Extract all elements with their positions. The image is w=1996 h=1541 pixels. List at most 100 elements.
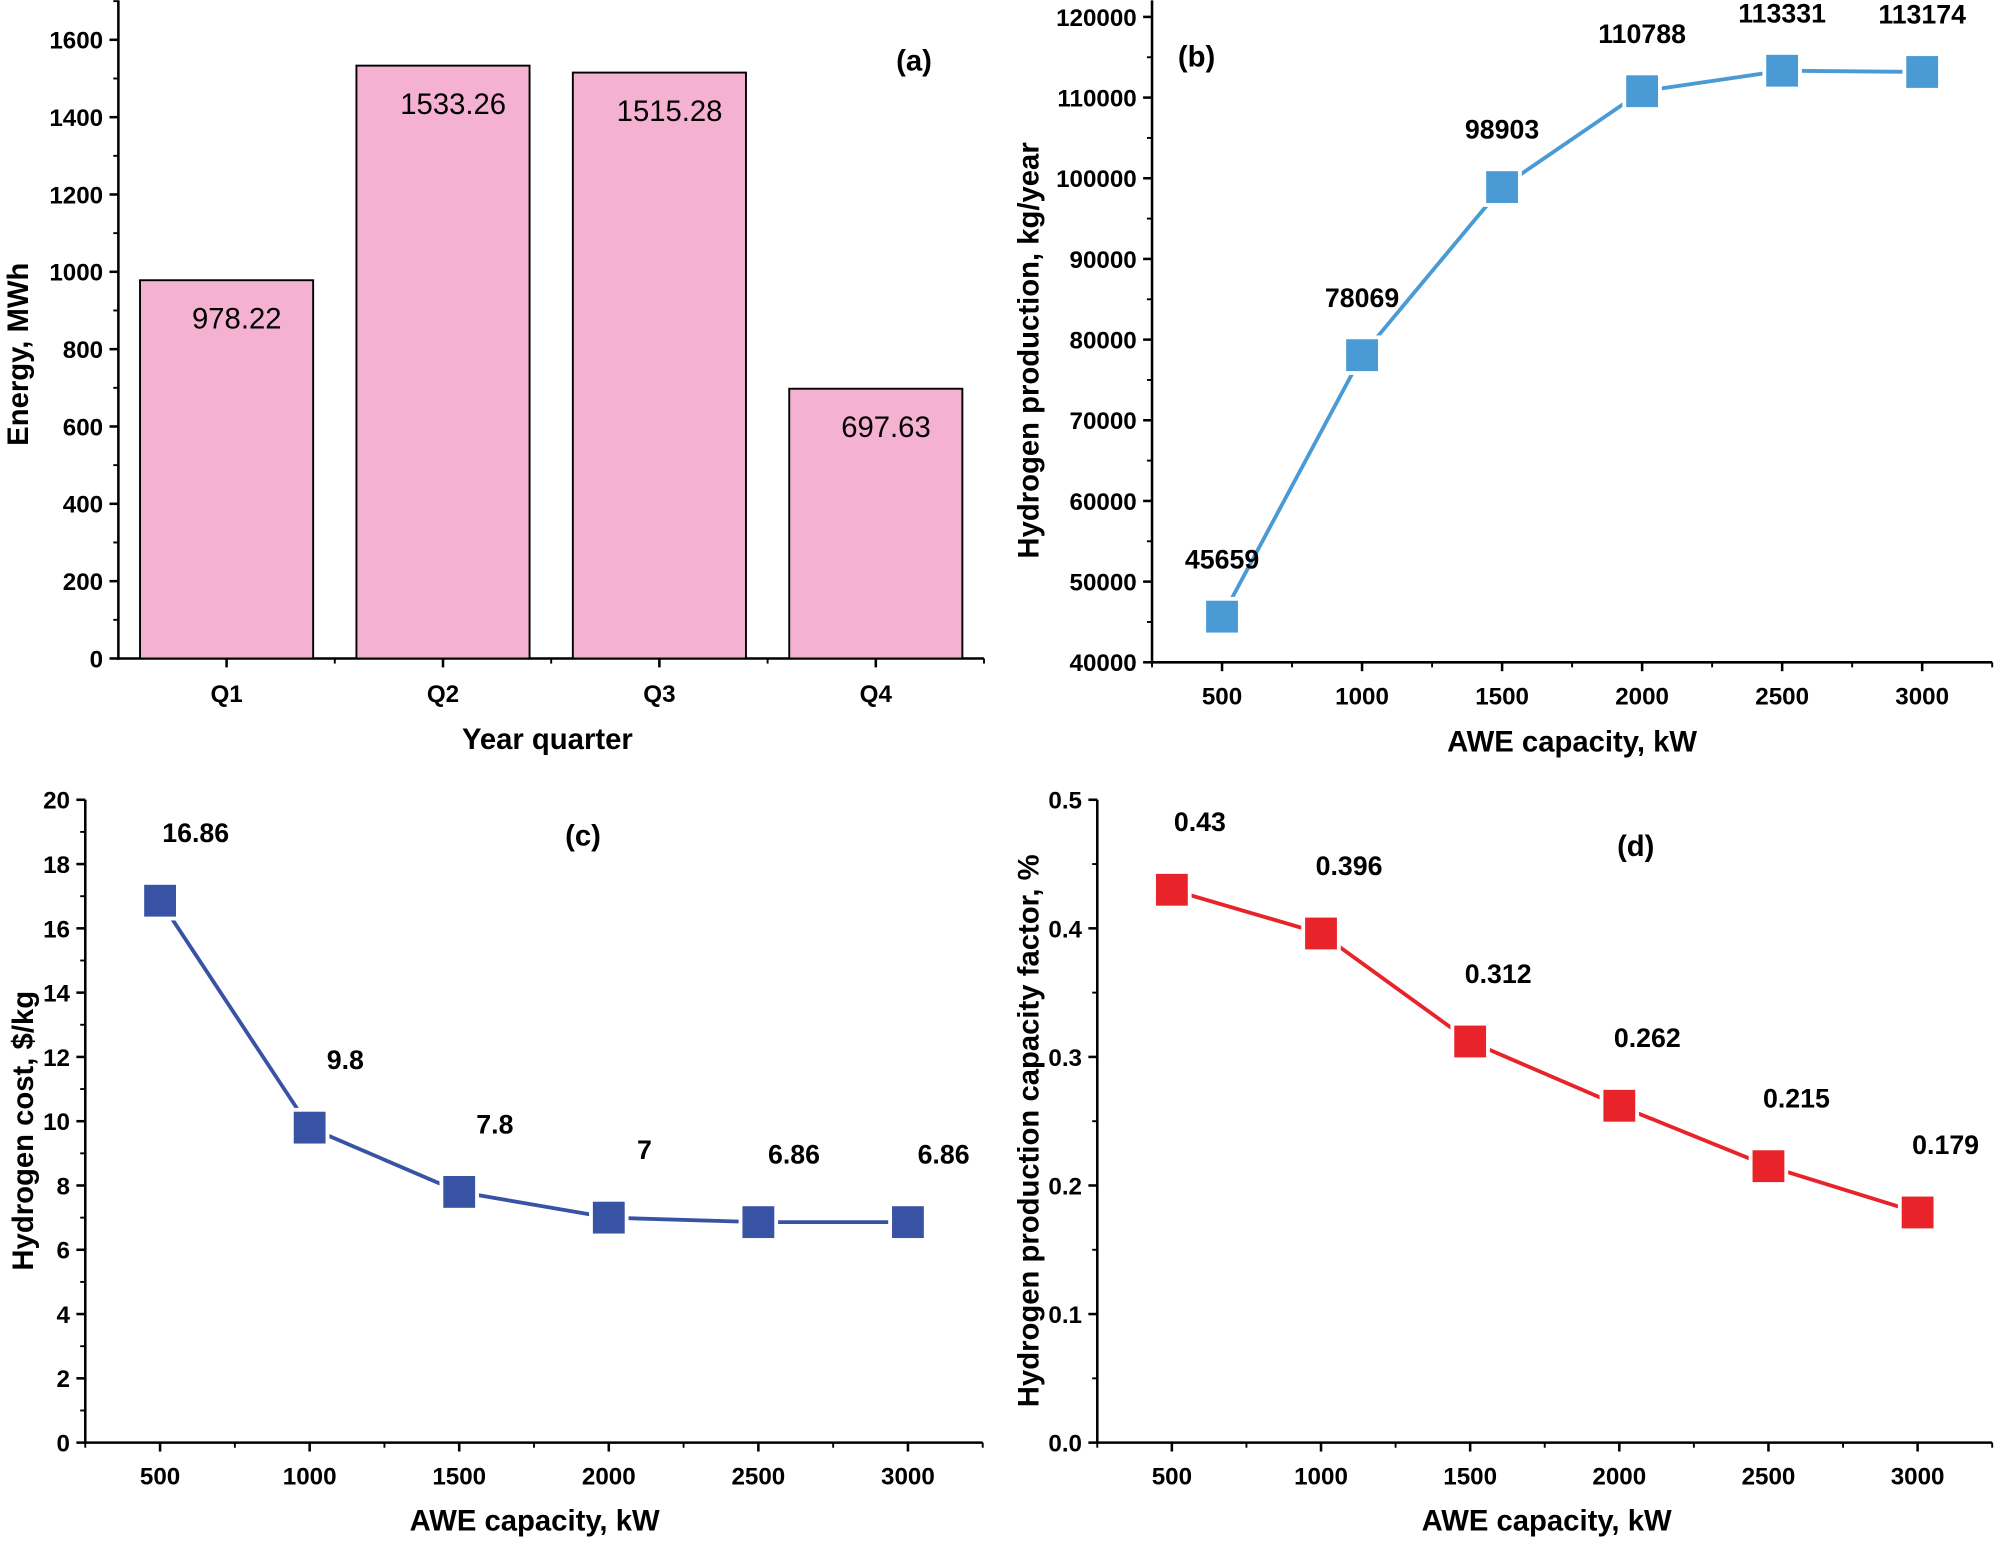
x-axis-label: Year quarter — [462, 724, 633, 756]
data-point — [1762, 50, 1802, 91]
y-tick-label: 70000 — [1070, 408, 1137, 435]
y-axis-label: Hydrogen cost, $/kg — [8, 991, 40, 1271]
data-point — [1748, 1146, 1789, 1186]
y-tick-label: 0.3 — [1048, 1045, 1082, 1072]
y-tick-label: 1600 — [49, 28, 103, 55]
data-label: 45659 — [1185, 544, 1259, 574]
y-axis-label: Energy, MWh — [3, 263, 35, 446]
data-point — [1450, 1021, 1490, 1062]
y-tick-label: 50000 — [1070, 570, 1137, 597]
y-tick-label: 1200 — [49, 182, 103, 209]
y-tick-label: 14 — [43, 981, 70, 1008]
bar-Q3 — [571, 71, 747, 660]
x-tick-label: 1000 — [283, 1464, 337, 1491]
panel-b: 40000 50000 60000 70000 80000 90000 100000 1100… — [1014, 0, 1994, 758]
panel-label: (a) — [896, 45, 932, 77]
bar-value-label: 978.22 — [192, 304, 282, 336]
y-axis-label: Hydrogen production, kg/year — [1014, 142, 1046, 558]
y-axis-label: Hydrogen production capacity factor, % — [1014, 854, 1046, 1407]
data-point — [1622, 71, 1662, 111]
data-point — [589, 1197, 629, 1238]
y-tick-label: 0.1 — [1048, 1302, 1082, 1329]
y-tick-label: 800 — [63, 337, 103, 364]
x-tick-label: 1000 — [1335, 683, 1389, 710]
y-tick-label: 400 — [63, 492, 103, 519]
y-tick-label: 100000 — [1056, 166, 1137, 193]
x-tick-label: 2000 — [1592, 1464, 1646, 1491]
y-tick-label: 200 — [63, 569, 103, 596]
data-point — [888, 1202, 928, 1242]
y-tick-label: 8 — [57, 1173, 70, 1200]
bar-Q4 — [788, 387, 964, 660]
x-tick-label: 2500 — [1755, 683, 1809, 710]
data-label: 98903 — [1465, 115, 1539, 145]
y-tick-label: 0.0 — [1048, 1431, 1082, 1458]
y-tick-label: 2 — [57, 1366, 70, 1393]
x-tick-label: 500 — [140, 1464, 180, 1491]
y-tick-label: 12 — [43, 1045, 70, 1072]
data-label: 7.8 — [476, 1109, 513, 1139]
x-tick-label: 1500 — [432, 1464, 486, 1491]
y-tick-label: 0 — [57, 1431, 70, 1458]
y-tick-label: 0 — [90, 646, 103, 673]
y-tick-label: 16 — [43, 916, 70, 943]
data-point — [738, 1202, 779, 1242]
y-tick-label: 0.2 — [1048, 1173, 1082, 1200]
x-tick-label: Q2 — [427, 681, 459, 708]
data-point — [1482, 167, 1522, 207]
y-tick-label: 4 — [57, 1302, 71, 1329]
bar-value-label: 1515.28 — [617, 96, 723, 128]
x-tick-label: Q1 — [210, 681, 242, 708]
x-axis-label: AWE capacity, kW — [410, 1505, 660, 1537]
x-axis-label: AWE capacity, kW — [1422, 1505, 1672, 1537]
data-label: 6.86 — [768, 1140, 820, 1170]
y-tick-label: 40000 — [1070, 650, 1137, 677]
y-tick-label: 60000 — [1070, 489, 1137, 516]
x-tick-label: 3000 — [1895, 683, 1949, 710]
x-tick-label: 500 — [1152, 1464, 1192, 1491]
data-point — [1897, 1192, 1938, 1233]
series-line — [1220, 68, 1923, 618]
data-label: 7 — [637, 1135, 652, 1165]
panel-a: 0 200 400 600 800 1000 1200 1400 1600 Q1 978.22 Q2 1… — [3, 0, 985, 756]
series-line — [158, 899, 908, 1225]
y-tick-label: 80000 — [1070, 328, 1137, 355]
data-point — [1202, 596, 1242, 637]
data-label: 6.86 — [918, 1140, 970, 1170]
x-tick-label: 2000 — [582, 1464, 636, 1491]
panel-label: (d) — [1617, 831, 1654, 863]
y-tick-label: 1400 — [49, 105, 103, 132]
x-tick-label: 3000 — [881, 1464, 935, 1491]
data-label: 110788 — [1598, 19, 1686, 49]
y-tick-label: 120000 — [1056, 5, 1137, 32]
x-tick-label: 1500 — [1475, 683, 1529, 710]
y-tick-label: 6 — [57, 1238, 70, 1265]
x-axis-label: AWE capacity, kW — [1447, 726, 1697, 758]
data-label: 0.43 — [1174, 807, 1226, 837]
data-point — [1902, 52, 1942, 92]
panel-d: 0.0 0.1 0.2 0.3 0.4 0.5 500 1000 1500 2000 2500 300… — [1014, 788, 1994, 1537]
y-tick-label: 600 — [63, 414, 103, 441]
data-label: 113331 — [1738, 0, 1826, 28]
y-tick-label: 1000 — [49, 260, 103, 287]
data-label: 0.179 — [1912, 1130, 1979, 1160]
x-tick-label: 1000 — [1294, 1464, 1348, 1491]
y-tick-label: 110000 — [1057, 85, 1136, 112]
x-tick-label: 500 — [1202, 683, 1242, 710]
data-point — [439, 1172, 479, 1212]
x-tick-label: 1500 — [1443, 1464, 1497, 1491]
x-tick-label: 2000 — [1615, 683, 1669, 710]
data-point — [140, 880, 180, 921]
panel-label: (b) — [1178, 42, 1215, 74]
y-tick-label: 10 — [43, 1109, 70, 1136]
bar-value-label: 697.63 — [841, 412, 931, 444]
bar-value-label: 1533.26 — [400, 89, 506, 121]
data-label: 0.396 — [1316, 851, 1383, 881]
data-point — [1152, 870, 1192, 910]
data-label: 113174 — [1878, 0, 1966, 30]
y-tick-label: 0.5 — [1048, 788, 1082, 815]
data-label: 0.262 — [1614, 1023, 1681, 1053]
data-point — [289, 1107, 330, 1148]
x-tick-label: 3000 — [1891, 1464, 1945, 1491]
